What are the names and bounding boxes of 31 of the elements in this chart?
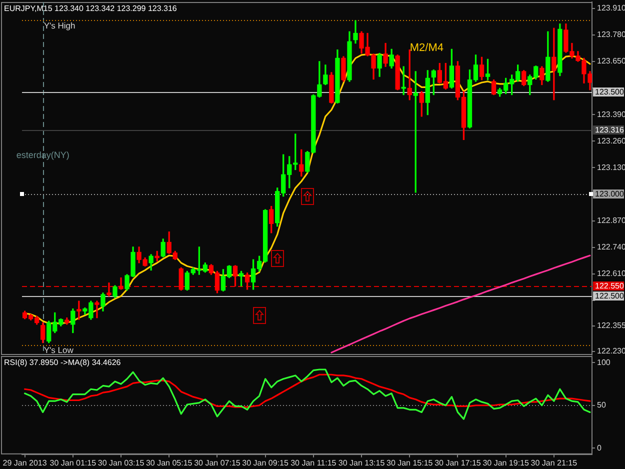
x-tick-label: 30 Jan 07:15 <box>194 458 241 468</box>
ref-line-label: 122.500 <box>595 292 624 301</box>
candlestick <box>76 300 82 320</box>
ref-line-label: 123.000 <box>595 190 624 199</box>
x-tick-label: 30 Jan 21:15 <box>530 458 578 468</box>
ref-line-label: esterday(NY) <box>16 150 70 160</box>
x-tick-label: 30 Jan 01:15 <box>50 458 97 468</box>
ref-line-label: 123.316 <box>595 126 624 135</box>
ref-line-label: 122.550 <box>595 282 624 291</box>
x-tick-label: 30 Jan 15:15 <box>386 458 434 468</box>
candlestick <box>552 28 556 100</box>
candlestick <box>94 300 100 318</box>
x-tick-label: 29 Jan 2013 <box>2 458 48 468</box>
chart-title: EURJPY,M15 123.340 123.342 123.299 123.316 <box>4 4 178 14</box>
y-tick-label: 100 <box>597 358 611 367</box>
ref-line-label: 123.500 <box>595 88 624 97</box>
x-tick-label: 30 Jan 05:15 <box>146 458 193 468</box>
candlestick <box>118 277 124 290</box>
x-tick-label: 30 Jan 13:15 <box>338 458 386 468</box>
x-tick-label: 30 Jan 17:15 <box>434 458 482 468</box>
chart-title: RSI(8) 37.8950 ->MA(8) 34.4626 <box>4 358 122 368</box>
y-tick-label: 0 <box>597 443 602 452</box>
x-tick-label: 30 Jan 03:15 <box>98 458 145 468</box>
annotation: Y's Low <box>44 344 74 355</box>
x-tick-label: 30 Jan 09:15 <box>242 458 289 468</box>
x-tick-label: 30 Jan 11:15 <box>290 458 337 468</box>
candlestick <box>106 282 112 296</box>
y-tick-label: 50 <box>597 400 606 410</box>
annotation: Y's High <box>44 20 76 30</box>
series-label: M2/M4 <box>410 42 444 54</box>
x-tick-label: 30 Jan 19:15 <box>482 458 530 468</box>
